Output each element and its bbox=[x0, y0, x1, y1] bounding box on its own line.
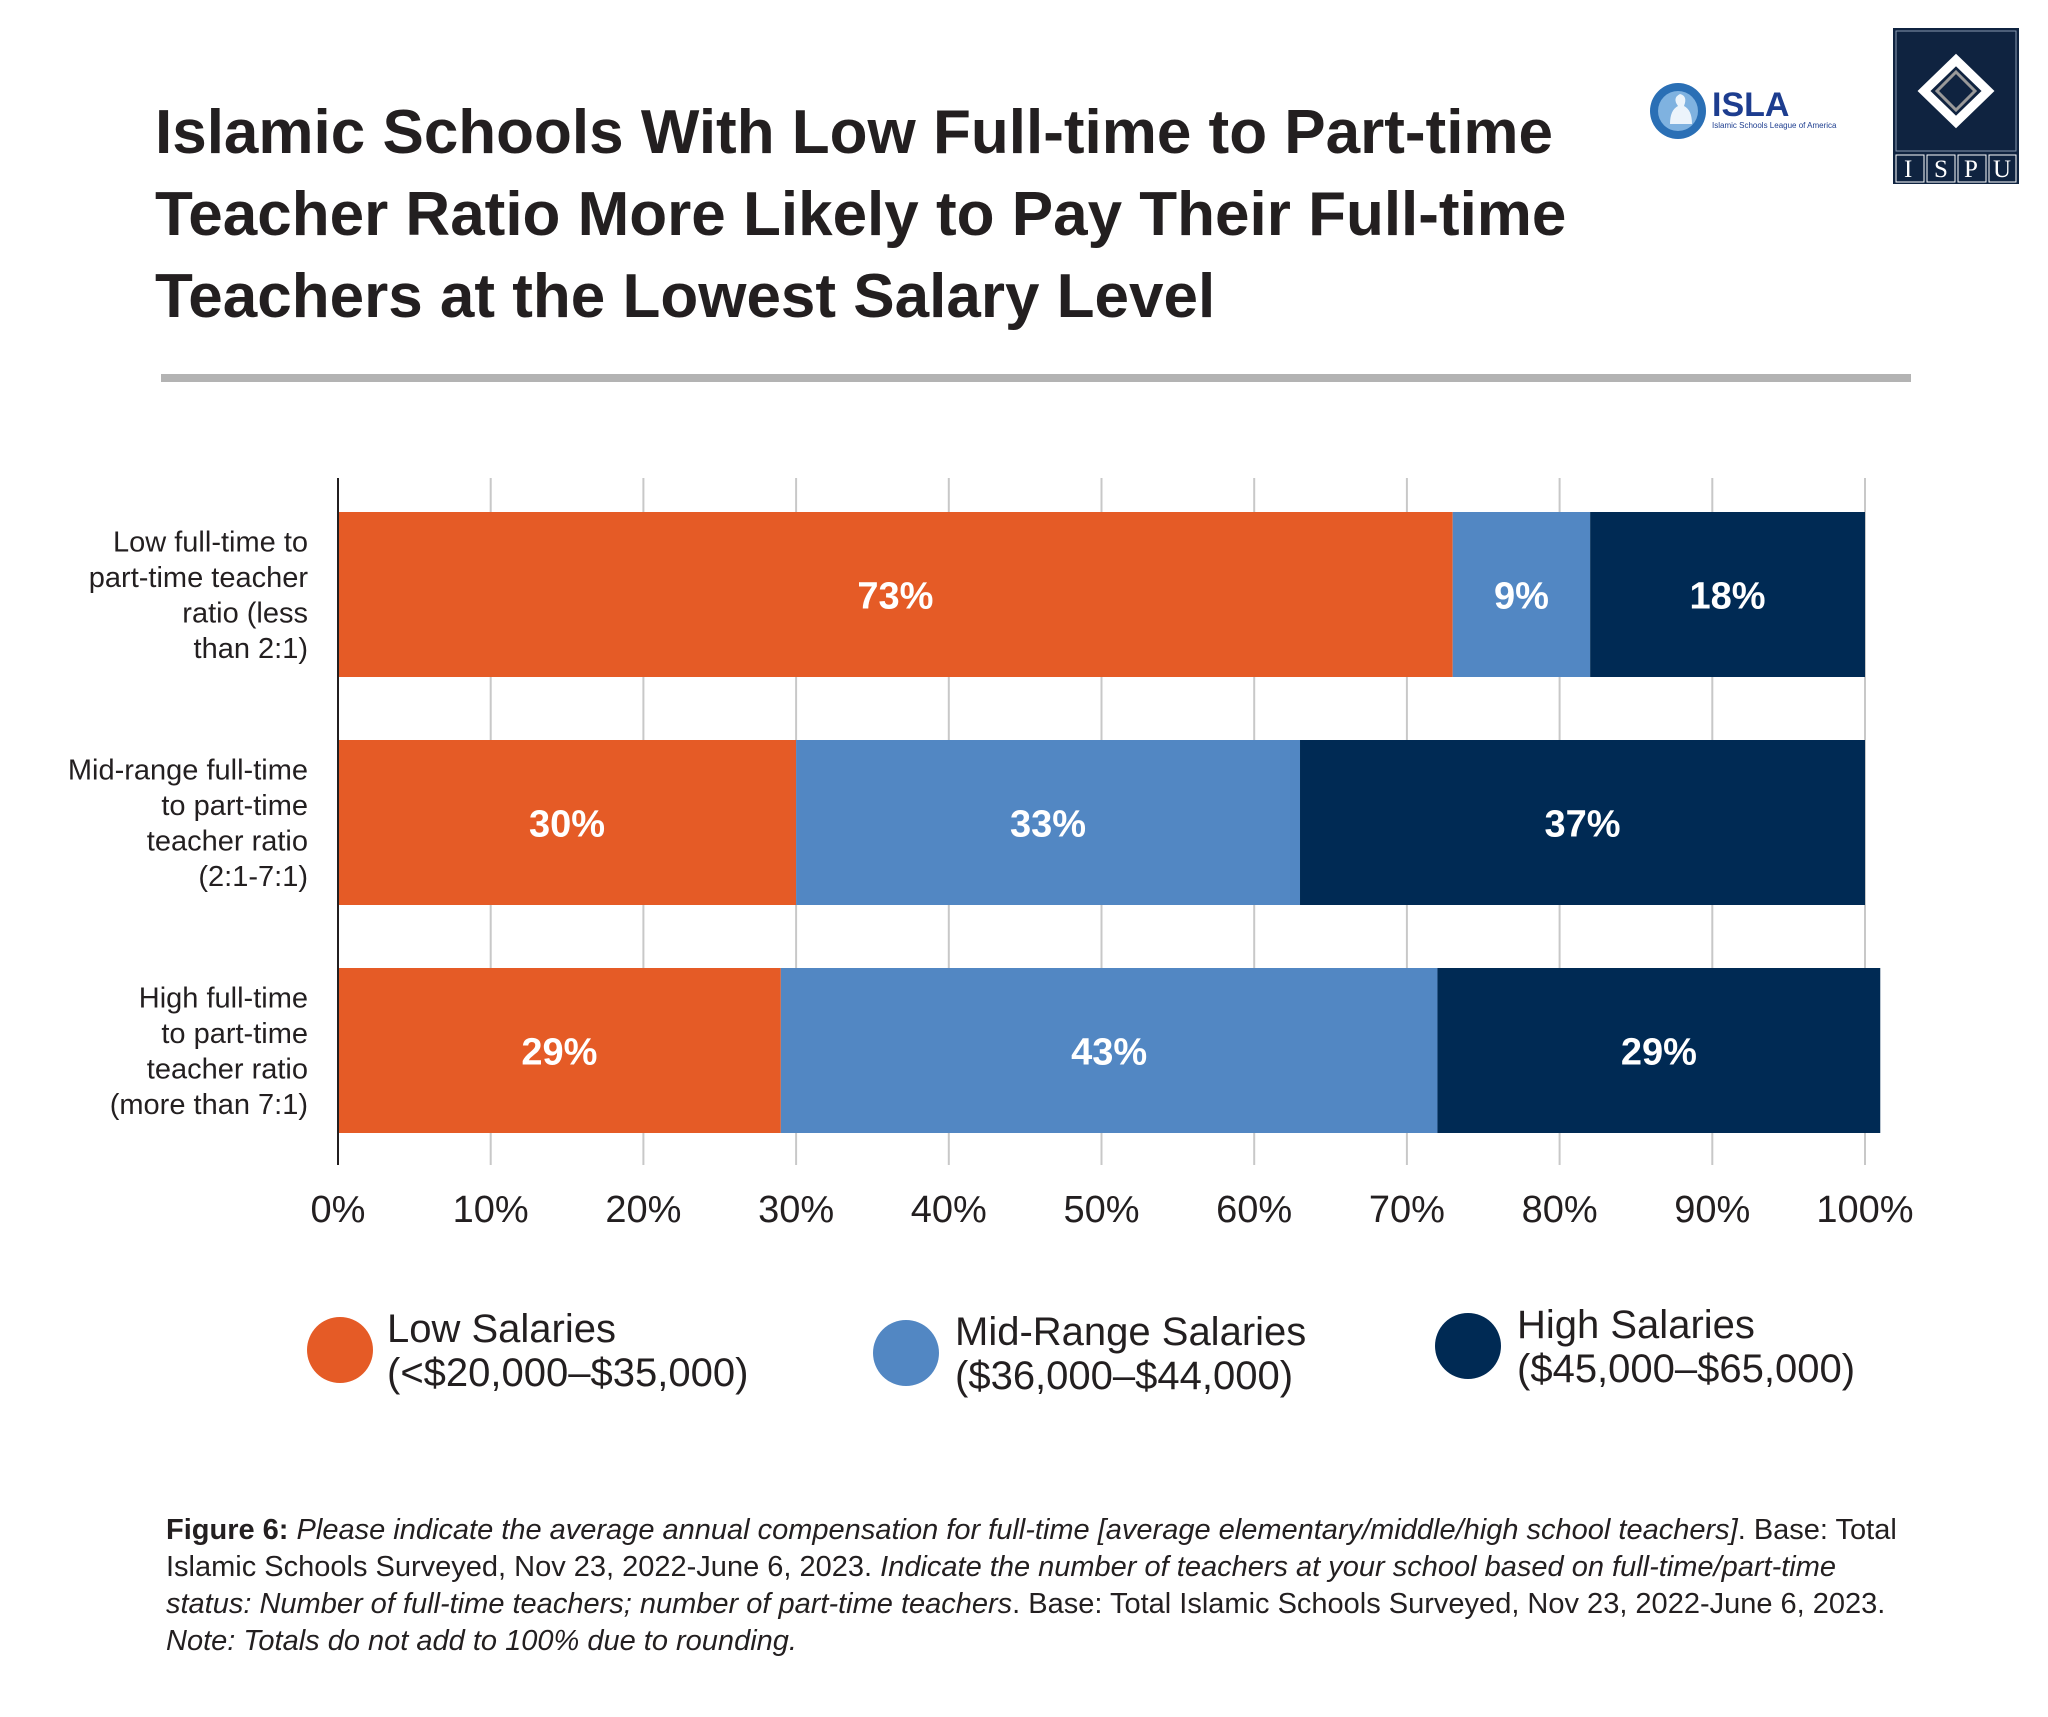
category-label: teacher ratio bbox=[147, 1053, 308, 1085]
bar-segment bbox=[1300, 740, 1865, 905]
legend-label: Low Salaries bbox=[387, 1307, 616, 1351]
category-label: teacher ratio bbox=[147, 825, 308, 857]
x-tick-label: 70% bbox=[1369, 1189, 1445, 1231]
footnote: Figure 6: Please indicate the average an… bbox=[166, 1512, 1926, 1660]
x-tick-label: 100% bbox=[1816, 1189, 1913, 1231]
legend-swatch bbox=[873, 1320, 939, 1386]
data-label: 29% bbox=[1621, 1032, 1697, 1074]
category-label: ratio (less bbox=[182, 597, 308, 629]
bar-segment bbox=[338, 740, 797, 905]
footnote-question-2: Indicate the number of teachers at your … bbox=[166, 1551, 1837, 1620]
data-label: 30% bbox=[529, 804, 605, 846]
category-label: Low full-time to bbox=[113, 526, 308, 558]
svg-text:I: I bbox=[1904, 156, 1912, 183]
category-label: (2:1-7:1) bbox=[198, 861, 308, 893]
x-tick-label: 0% bbox=[311, 1189, 366, 1231]
category-label: than 2:1) bbox=[194, 633, 308, 665]
x-tick-label: 20% bbox=[605, 1189, 681, 1231]
x-tick-label: 40% bbox=[911, 1189, 987, 1231]
footnote-note: Note: Totals do not add to 100% due to r… bbox=[166, 1625, 797, 1657]
footnote-base-2: . Base: Total Islamic Schools Surveyed, … bbox=[1012, 1588, 1886, 1620]
svg-text:S: S bbox=[1934, 156, 1948, 183]
legend-swatch bbox=[307, 1317, 373, 1383]
chart-title: Islamic Schools With Low Full-time to Pa… bbox=[155, 98, 1567, 331]
data-label: 73% bbox=[857, 576, 933, 618]
x-tick-label: 80% bbox=[1522, 1189, 1598, 1231]
svg-text:ISLA: ISLA bbox=[1712, 86, 1789, 124]
category-label: (more than 7:1) bbox=[110, 1089, 308, 1121]
footnote-base-1: . Base: Total Islamic Schools Surveyed, … bbox=[166, 1514, 1897, 1583]
x-tick-label: 10% bbox=[453, 1189, 529, 1231]
ispu-logo: I S P U bbox=[1893, 28, 2019, 184]
x-tick-label: 30% bbox=[758, 1189, 834, 1231]
svg-text:U: U bbox=[1993, 156, 2011, 183]
svg-text:Islamic Schools League of Amer: Islamic Schools League of America bbox=[1712, 121, 1837, 130]
category-label: High full-time bbox=[139, 982, 308, 1014]
title-divider bbox=[161, 374, 1911, 382]
bar-segment bbox=[1452, 512, 1591, 677]
data-label: 43% bbox=[1071, 1032, 1147, 1074]
bar-segment bbox=[1437, 968, 1881, 1133]
legend-range: (<$20,000–$35,000) bbox=[387, 1351, 748, 1395]
data-label: 18% bbox=[1690, 576, 1766, 618]
footnote-question-1: Please indicate the average annual compe… bbox=[296, 1514, 1738, 1546]
legend-label: Mid-Range Salaries bbox=[955, 1310, 1306, 1354]
category-label: to part-time bbox=[161, 790, 308, 822]
category-label: to part-time bbox=[161, 1018, 308, 1050]
x-tick-label: 50% bbox=[1063, 1189, 1139, 1231]
legend-swatch bbox=[1435, 1313, 1501, 1379]
bar-segment bbox=[796, 740, 1301, 905]
bar-segment bbox=[1590, 512, 1865, 677]
ispu-logo-icon: I S P U bbox=[1893, 28, 2019, 184]
x-tick-label: 60% bbox=[1216, 1189, 1292, 1231]
bar-segment bbox=[338, 968, 781, 1133]
category-label: Mid-range full-time bbox=[68, 754, 308, 786]
bar-segment bbox=[780, 968, 1438, 1133]
x-tick-label: 90% bbox=[1674, 1189, 1750, 1231]
legend-range: ($45,000–$65,000) bbox=[1517, 1347, 1855, 1391]
category-label: part-time teacher bbox=[89, 562, 309, 594]
bar-segment bbox=[338, 512, 1453, 677]
legend-label: High Salaries bbox=[1517, 1303, 1755, 1347]
data-label: 29% bbox=[521, 1032, 597, 1074]
legend-range: ($36,000–$44,000) bbox=[955, 1354, 1293, 1398]
data-label: 33% bbox=[1010, 804, 1086, 846]
isla-logo: ISLA Islamic Schools League of America bbox=[1648, 78, 1848, 144]
data-label: 9% bbox=[1494, 576, 1549, 618]
svg-text:P: P bbox=[1964, 156, 1978, 183]
isla-logo-icon: ISLA Islamic Schools League of America bbox=[1650, 83, 1837, 139]
data-label: 37% bbox=[1544, 804, 1620, 846]
footnote-label: Figure 6: bbox=[166, 1514, 289, 1546]
